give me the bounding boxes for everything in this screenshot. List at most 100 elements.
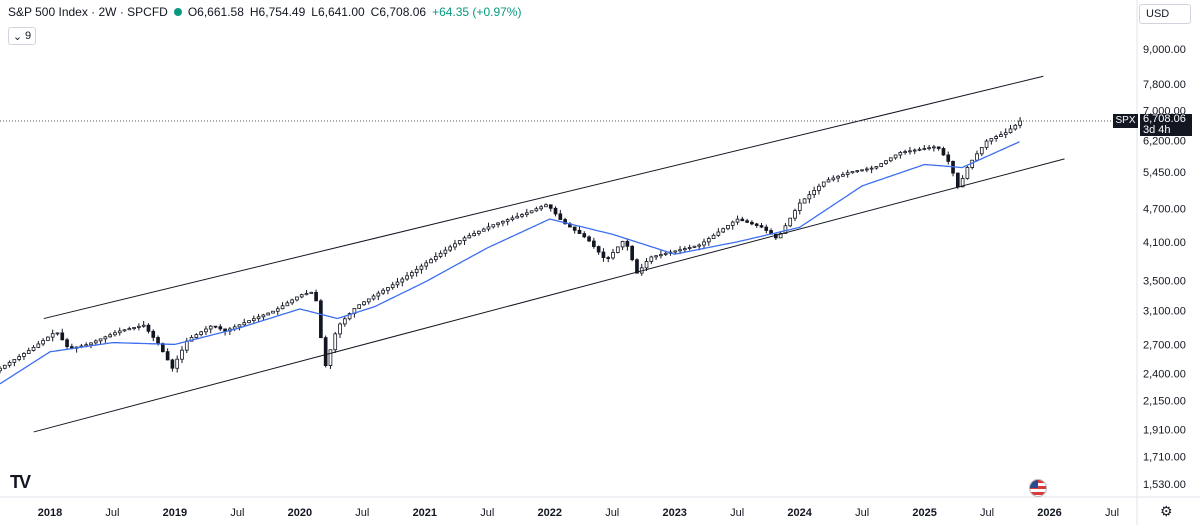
candle-body	[908, 150, 912, 153]
candle-body	[319, 300, 323, 339]
candle-body	[103, 336, 108, 340]
candle-body	[941, 148, 946, 156]
x-tick-label: 2022	[538, 507, 562, 519]
symbol-price-tag: SPX	[1113, 114, 1138, 129]
candle-body	[347, 313, 352, 320]
currency-button[interactable]: USD	[1139, 4, 1191, 24]
candle-body	[989, 138, 994, 142]
candle-body	[309, 291, 314, 294]
candle-body	[615, 246, 620, 253]
candle-body	[333, 333, 338, 351]
candle-body	[477, 230, 481, 234]
x-tick-label: Jul	[1105, 507, 1119, 519]
candle-body	[117, 330, 122, 334]
candle-body	[467, 235, 472, 239]
candle-body	[524, 212, 529, 215]
settings-gear-icon[interactable]: ⚙	[1160, 503, 1173, 519]
candle-body	[175, 358, 180, 369]
candle-body	[611, 252, 615, 259]
candle-body	[606, 257, 611, 259]
candle-body	[812, 190, 816, 196]
moving-average-line	[0, 141, 1020, 385]
y-tick-label: 2,700.00	[1143, 339, 1186, 351]
candle-body	[529, 210, 534, 214]
candle-body	[563, 219, 567, 225]
candle-body	[41, 340, 45, 345]
candle-body	[754, 223, 759, 226]
candle-body	[841, 174, 845, 177]
candle-body	[955, 172, 960, 188]
candle-body	[323, 337, 328, 366]
candle-body	[802, 198, 807, 204]
candle-body	[687, 246, 692, 249]
x-tick-label: Jul	[730, 507, 744, 519]
candle-body	[0, 367, 2, 372]
candle-body	[290, 299, 294, 304]
candle-body	[644, 261, 649, 269]
candle-body	[1008, 128, 1013, 134]
x-tick-label: 2021	[413, 507, 437, 519]
y-tick-label: 2,150.00	[1143, 395, 1186, 407]
candle-body	[874, 166, 879, 169]
candle-body	[663, 252, 668, 255]
candle-body	[285, 302, 290, 307]
candle-body	[17, 356, 21, 360]
x-tick-label: 2023	[662, 507, 686, 519]
candle-body	[572, 226, 577, 231]
symbol-label[interactable]: S&P 500 Index · 2W · SPCFD	[8, 5, 168, 19]
candle-body	[692, 245, 697, 248]
candle-body	[223, 328, 227, 332]
candle-body	[534, 208, 539, 212]
candle-body	[314, 291, 318, 302]
candle-body	[453, 243, 457, 248]
candle-body	[304, 293, 309, 296]
candle-body	[539, 206, 544, 210]
candle-body	[55, 332, 60, 335]
candle-body	[764, 226, 769, 231]
indicators-toggle-button[interactable]: ⌄ 9	[8, 27, 36, 45]
candle-body	[113, 332, 117, 336]
candle-body	[1013, 124, 1018, 130]
candle-body	[960, 178, 965, 188]
candle-body	[587, 236, 591, 242]
candle-body	[357, 304, 362, 309]
candle-body	[927, 147, 931, 150]
candle-body	[678, 249, 682, 252]
candle-body	[860, 169, 864, 172]
x-tick-label: Jul	[355, 507, 369, 519]
candle-body	[299, 294, 304, 298]
candle-body	[256, 316, 261, 320]
candle-body	[429, 259, 433, 264]
open-value: O6,661.58	[187, 5, 244, 19]
candle-body	[180, 349, 184, 360]
candle-body	[620, 240, 625, 248]
candle-body	[548, 204, 553, 209]
candle-body	[946, 154, 951, 162]
candle-body	[501, 220, 505, 224]
candle-body	[922, 148, 927, 150]
candle-body	[510, 217, 515, 221]
candle-body	[726, 224, 730, 230]
tradingview-logo-icon[interactable]: TV	[10, 472, 31, 492]
candle-body	[917, 148, 922, 151]
candle-body	[745, 220, 749, 223]
x-tick-label: 2026	[1037, 507, 1061, 519]
candle-body	[984, 140, 989, 148]
candle-body	[582, 233, 587, 238]
candle-body	[788, 217, 793, 227]
candle-body	[520, 214, 524, 217]
y-tick-label: 5,450.00	[1143, 167, 1186, 179]
x-tick-label: 2019	[163, 507, 187, 519]
candle-body	[898, 152, 903, 156]
candle-body	[371, 295, 376, 300]
x-tick-label: Jul	[230, 507, 244, 519]
y-tick-label: 1,530.00	[1143, 479, 1186, 491]
candle-body	[433, 256, 438, 261]
y-tick-label: 1,910.00	[1143, 424, 1186, 436]
candle-body	[410, 272, 414, 277]
us-flag-icon[interactable]	[1029, 479, 1047, 497]
candle-body	[884, 160, 888, 165]
candle-body	[108, 334, 112, 338]
candle-body	[793, 210, 797, 219]
